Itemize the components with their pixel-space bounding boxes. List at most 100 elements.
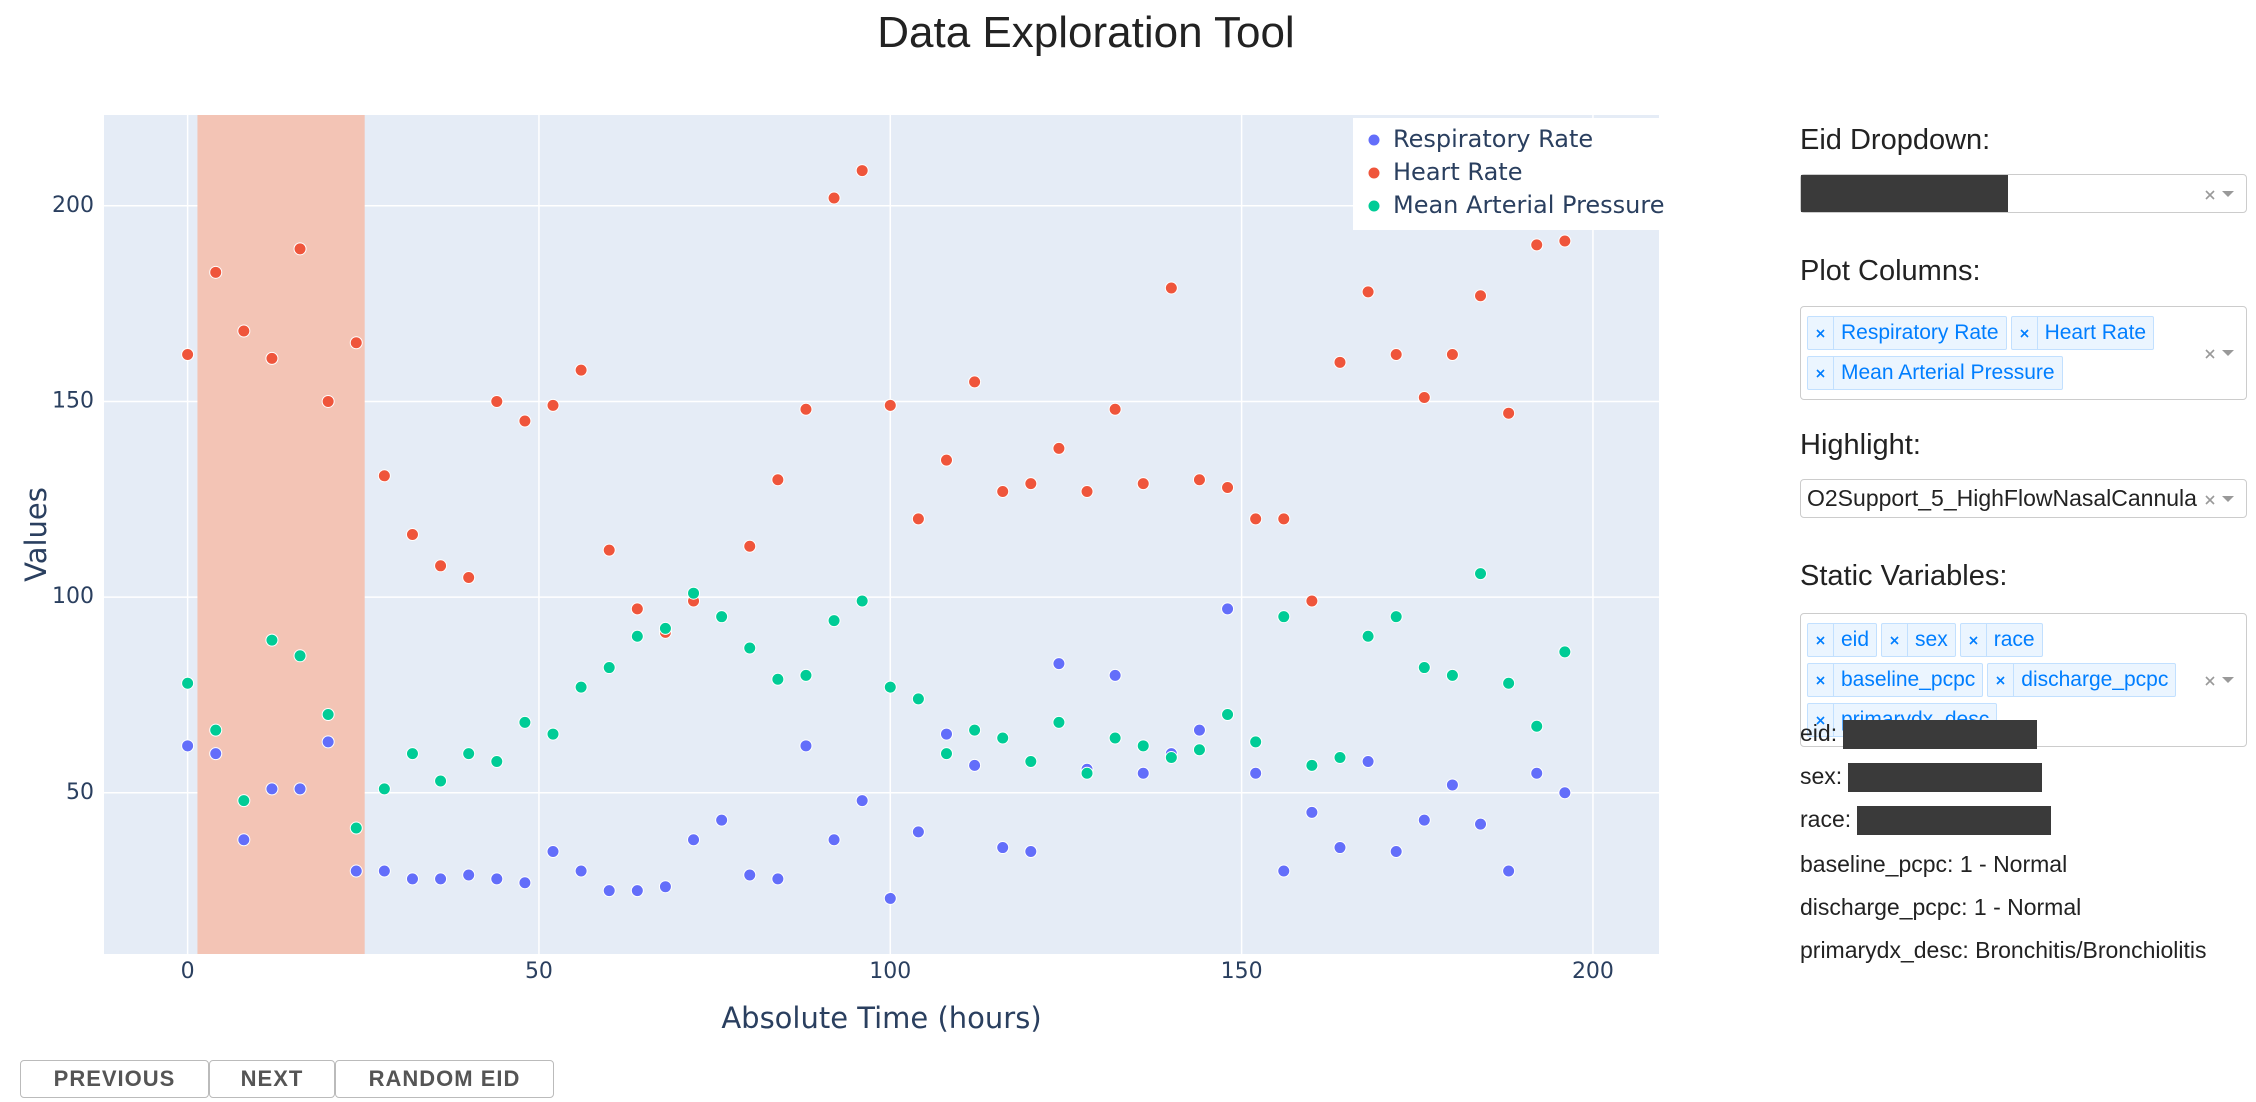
data-point: [1305, 594, 1319, 608]
data-point: [1333, 355, 1347, 369]
highlight-band: [197, 115, 365, 954]
data-point: [996, 841, 1010, 855]
data-point: [434, 774, 448, 788]
button[interactable]: PREVIOUS: [20, 1060, 209, 1098]
data-point: [237, 794, 251, 808]
data-point: [630, 629, 644, 643]
data-point: [1558, 234, 1572, 248]
clear-icon: [1996, 675, 2005, 685]
data-point: [181, 347, 195, 361]
clear-button[interactable]: [2204, 188, 2216, 206]
clear-button[interactable]: [2204, 493, 2216, 511]
y-tick-label: 150: [52, 388, 94, 413]
clear-icon: [1816, 328, 1825, 338]
data-point: [1108, 668, 1122, 682]
clear-icon: [1816, 715, 1825, 725]
data-point: [630, 884, 644, 898]
data-point: [630, 602, 644, 616]
clear-icon: [2205, 494, 2215, 505]
data-point: [968, 758, 982, 772]
data-point: [209, 265, 223, 279]
tag[interactable]: Heart Rate: [2010, 316, 2155, 350]
tag-remove[interactable]: [1808, 357, 1834, 389]
x-axis-title: Absolute Time (hours): [721, 1001, 1041, 1035]
tag-remove[interactable]: [1988, 664, 2015, 696]
tag[interactable]: sex: [1881, 623, 1956, 657]
data-point: [827, 614, 841, 628]
clear-icon: [1890, 635, 1899, 645]
data-point: [321, 394, 335, 408]
data-point: [715, 813, 729, 827]
data-point: [1052, 715, 1066, 729]
data-point: [1052, 657, 1066, 671]
plot-columns-select[interactable]: Respiratory Rate Heart Rate Mean Arterial …: [1800, 306, 2247, 400]
data-point: [602, 661, 616, 675]
tag-remove[interactable]: [1961, 624, 1987, 656]
data-point: [546, 844, 560, 858]
data-point: [434, 559, 448, 573]
dropdown-arrow[interactable]: [2222, 190, 2234, 197]
data-point: [265, 633, 279, 647]
data-point: [490, 394, 504, 408]
data-point: [377, 469, 391, 483]
field-label: Eid Dropdown:: [1800, 124, 1991, 156]
data-point: [321, 735, 335, 749]
data-point: [743, 641, 757, 655]
tag[interactable]: eid: [1807, 623, 1878, 657]
tag-label: Heart Rate: [2044, 321, 2147, 344]
static-variables-select[interactable]: eidsexracebaseline_pcpcdischarge_pcpcpri…: [1800, 613, 2247, 747]
static-value-text: race:: [1800, 806, 1852, 832]
highlight-dropdown[interactable]: O2Support_5_HighFlowNasalCannula: [1800, 479, 2247, 518]
data-point: [462, 868, 476, 882]
button[interactable]: NEXT: [209, 1060, 335, 1098]
data-point: [349, 336, 363, 350]
dropdown-arrow[interactable]: [2222, 350, 2234, 356]
data-point: [1024, 844, 1038, 858]
clear-button[interactable]: [2204, 347, 2216, 365]
redacted: [1848, 763, 2043, 793]
clear-button[interactable]: [2204, 674, 2216, 692]
data-point: [1558, 786, 1572, 800]
data-point: [1192, 723, 1206, 737]
data-point: [265, 351, 279, 365]
data-point: [687, 833, 701, 847]
data-point: [1417, 813, 1431, 827]
data-point: [434, 872, 448, 886]
tag[interactable]: race: [1959, 623, 2043, 657]
tag[interactable]: Mean Arterial Pressure: [1807, 356, 2063, 390]
static-value-row: sex:: [1800, 763, 2043, 793]
data-point: [1277, 864, 1291, 878]
eid-dropdown[interactable]: [1800, 174, 2247, 213]
static-value-text: sex:: [1800, 763, 1843, 789]
tag-remove[interactable]: [1808, 317, 1834, 349]
data-point: [1305, 805, 1319, 819]
data-point: [377, 864, 391, 878]
data-point: [181, 739, 195, 753]
tag-remove[interactable]: [1808, 704, 1834, 736]
tag-remove[interactable]: [1808, 664, 1834, 696]
tag[interactable]: baseline_pcpc: [1807, 663, 1984, 697]
clear-icon: [2205, 349, 2215, 359]
tag-remove[interactable]: [1882, 624, 1909, 656]
data-point: [855, 594, 869, 608]
button[interactable]: RANDOM EID: [335, 1060, 554, 1098]
tag-remove[interactable]: [2012, 317, 2038, 349]
data-point: [771, 672, 785, 686]
data-point: [349, 821, 363, 835]
tag[interactable]: discharge_pcpc: [1987, 663, 2177, 697]
data-point: [996, 731, 1010, 745]
tag-remove[interactable]: [1808, 624, 1834, 656]
data-point: [1305, 758, 1319, 772]
data-point: [293, 782, 307, 796]
clear-icon: [1969, 635, 1978, 645]
clear-icon: [1816, 675, 1825, 685]
data-point: [181, 676, 195, 690]
data-point: [687, 586, 701, 600]
dropdown-arrow[interactable]: [2222, 495, 2234, 502]
data-point: [1024, 754, 1038, 768]
data-point: [1136, 766, 1150, 780]
data-point: [518, 876, 532, 890]
dropdown-arrow[interactable]: [2222, 677, 2234, 683]
x-tick-label: 50: [525, 959, 553, 984]
tag[interactable]: Respiratory Rate: [1807, 316, 2007, 350]
